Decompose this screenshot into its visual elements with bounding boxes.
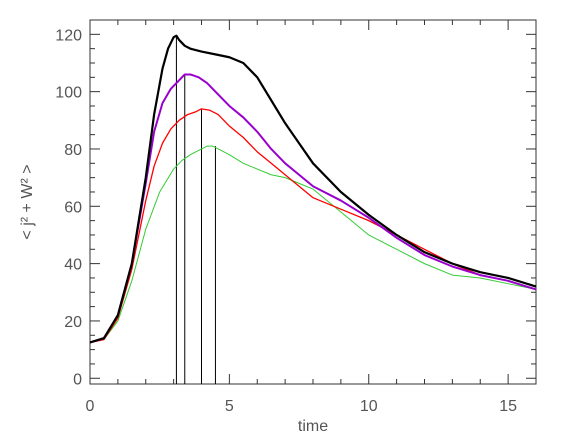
series-line [89, 108, 537, 344]
y-tick-label: 80 [64, 142, 82, 159]
tick-labels: 0 5 10 15 0 20 40 60 80 100 120 [55, 27, 517, 415]
y-tick-label: 0 [73, 371, 82, 388]
series-lines [89, 34, 537, 344]
plot-frame [89, 19, 537, 385]
x-tick-label: 0 [86, 398, 95, 415]
series-line [89, 145, 537, 343]
y-tick-label: 20 [64, 314, 82, 331]
y-tick-label: 100 [55, 85, 82, 102]
axis-ticks [89, 20, 537, 384]
y-tick-label: 40 [64, 257, 82, 274]
series-line [89, 73, 537, 344]
y-tick-label: 120 [55, 27, 82, 44]
x-tick-label: 5 [225, 398, 234, 415]
x-tick-label: 15 [499, 398, 517, 415]
x-tick-label: 10 [360, 398, 378, 415]
series-line [89, 34, 537, 344]
y-axis-title: < j² + W² > [19, 164, 36, 239]
x-axis-title: time [298, 418, 328, 435]
peak-markers [175, 35, 216, 384]
y-tick-label: 60 [64, 199, 82, 216]
